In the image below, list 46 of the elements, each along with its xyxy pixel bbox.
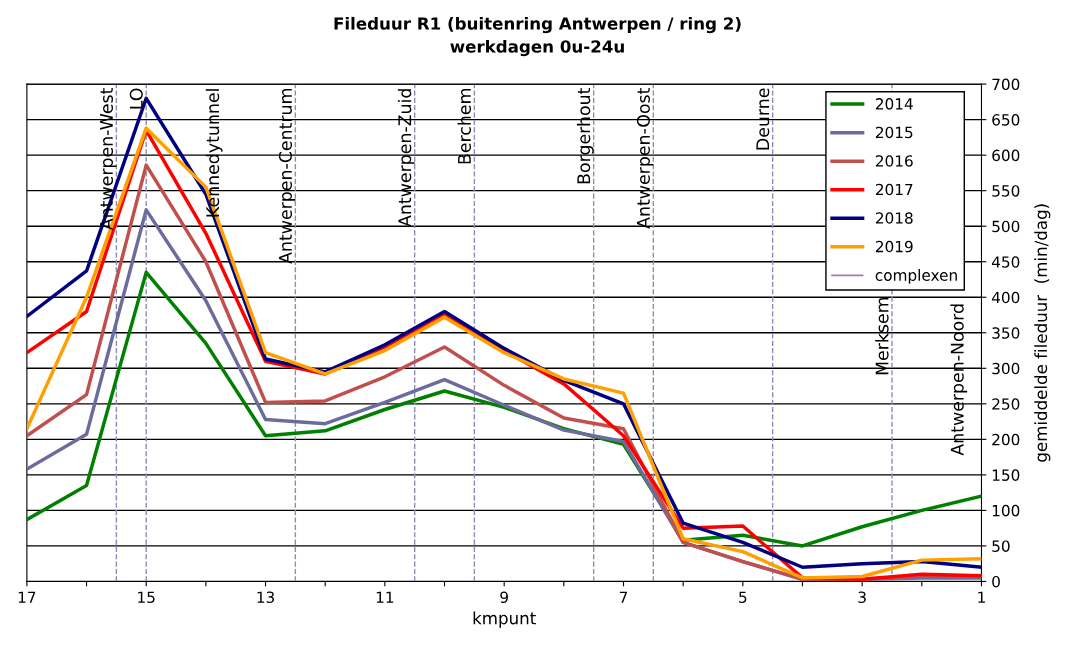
- y-tick-label: 150: [992, 469, 1020, 481]
- x-tick-label: 13: [257, 591, 275, 603]
- x-tick-label: 9: [500, 591, 508, 603]
- y-tick-label: 50: [992, 540, 1010, 552]
- y-tick-label: 650: [992, 114, 1020, 126]
- legend-label: 2017: [875, 183, 913, 196]
- legend-label: 2019: [875, 240, 913, 253]
- chart-subtitle: werkdagen 0u-24u: [450, 39, 624, 57]
- ref-line-label: Merksem: [875, 297, 889, 375]
- x-tick-label: 17: [18, 591, 36, 603]
- ref-line-label: Antwerpen-Centrum: [278, 89, 296, 264]
- y-tick-label: 400: [991, 291, 1020, 304]
- legend-label: 2015: [875, 126, 913, 139]
- y-tick-label: 550: [992, 185, 1020, 197]
- ref-line-label: Antwerpen-West: [100, 87, 117, 231]
- y-tick-label: 350: [992, 327, 1020, 339]
- legend-label: 2014: [875, 98, 913, 110]
- legend-label: 2018: [875, 212, 913, 224]
- y-tick-label: 700: [992, 78, 1020, 91]
- ref-line-label: Deurne: [756, 88, 770, 150]
- ref-line-label: Borgerhout: [576, 88, 594, 184]
- ref-line-label: LO: [129, 88, 143, 109]
- x-axis-title: kmpunt: [473, 611, 536, 628]
- y-tick-label: 250: [992, 398, 1020, 410]
- y-tick-label: 200: [992, 433, 1020, 446]
- x-tick-label: 15: [138, 591, 155, 603]
- annotation: complexen: [875, 269, 957, 284]
- y-tick-label: 450: [991, 256, 1020, 268]
- ref-line-label: Berchem: [457, 89, 471, 164]
- y-tick-label: 500: [992, 220, 1020, 233]
- y-tick-label: 300: [992, 362, 1020, 375]
- y-tick-label: 600: [992, 149, 1020, 162]
- y-tick-label: 100: [992, 504, 1020, 517]
- x-tick-label: 3: [858, 591, 866, 603]
- chart-title: Fileduur R1 (buitenring Antwerpen / ring 2): [334, 16, 741, 34]
- x-tick-label: 5: [739, 591, 747, 603]
- annotation: Antwerpen-Noord: [950, 304, 968, 456]
- annotation: Kennedytunnel: [205, 89, 223, 217]
- y-axis-title: gemiddelde fileduur (min/dag): [1034, 204, 1051, 462]
- y-tick-label: 0: [992, 575, 1000, 588]
- ref-line-label: Antwerpen-Zuid: [397, 89, 415, 227]
- legend-label: 2016: [875, 155, 913, 167]
- x-tick-label: 11: [376, 591, 394, 603]
- x-tick-label: 7: [619, 591, 628, 603]
- x-tick-label: 1: [978, 591, 985, 603]
- ref-line-label: Antwerpen-Oost: [636, 87, 654, 229]
